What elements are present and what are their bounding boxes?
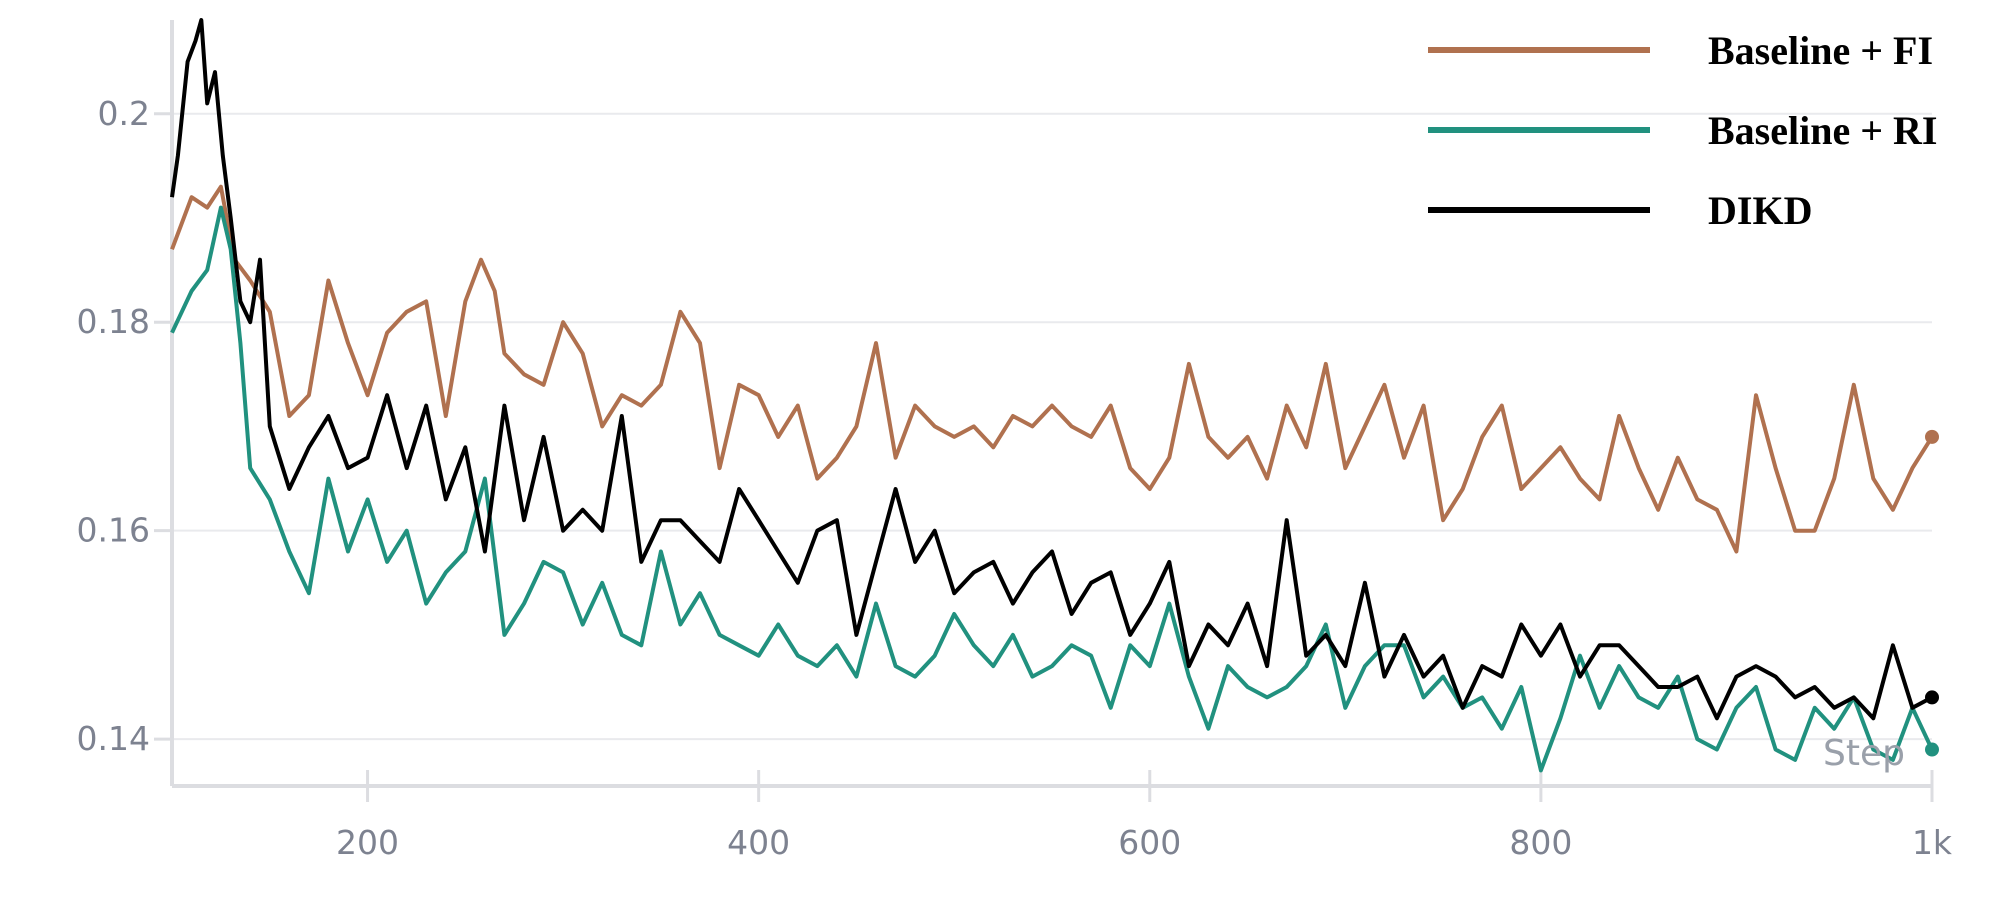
y-tick-label: 0.16 xyxy=(77,511,150,550)
series-endpoints xyxy=(1925,429,1939,757)
grid-lines xyxy=(172,112,1932,741)
axes xyxy=(170,20,1932,788)
legend-label-baseline-fi: Baseline + FI xyxy=(1708,28,1933,73)
x-tick-label: 200 xyxy=(336,823,399,862)
series-line-baseline-ri xyxy=(170,205,1934,773)
y-tick-label: 0.14 xyxy=(77,719,150,758)
legend: Baseline + FI Baseline + RI DIKD xyxy=(1428,28,1937,233)
x-axis-label: Step xyxy=(1823,733,1905,774)
series-endpoint-dikd xyxy=(1925,690,1939,705)
series-line-dikd xyxy=(170,18,1933,721)
ticks: 0.14 0.16 0.18 0.2 200 400 600 800 1k xyxy=(77,94,1953,862)
legend-label-baseline-ri: Baseline + RI xyxy=(1708,108,1937,153)
x-tick-label: 600 xyxy=(1118,823,1181,862)
x-tick-label: 1k xyxy=(1912,823,1953,862)
legend-label-dikd: DIKD xyxy=(1708,188,1812,233)
series-lines xyxy=(170,18,1934,773)
series-endpoint-baseline-fi xyxy=(1925,429,1939,444)
series-endpoint-baseline-ri xyxy=(1925,742,1939,757)
y-tick-label: 0.18 xyxy=(77,302,150,341)
y-tick-label: 0.2 xyxy=(98,94,150,133)
x-tick-label: 400 xyxy=(727,823,790,862)
x-tick-label: 800 xyxy=(1509,823,1572,862)
series-line-baseline-fi xyxy=(170,184,1934,554)
